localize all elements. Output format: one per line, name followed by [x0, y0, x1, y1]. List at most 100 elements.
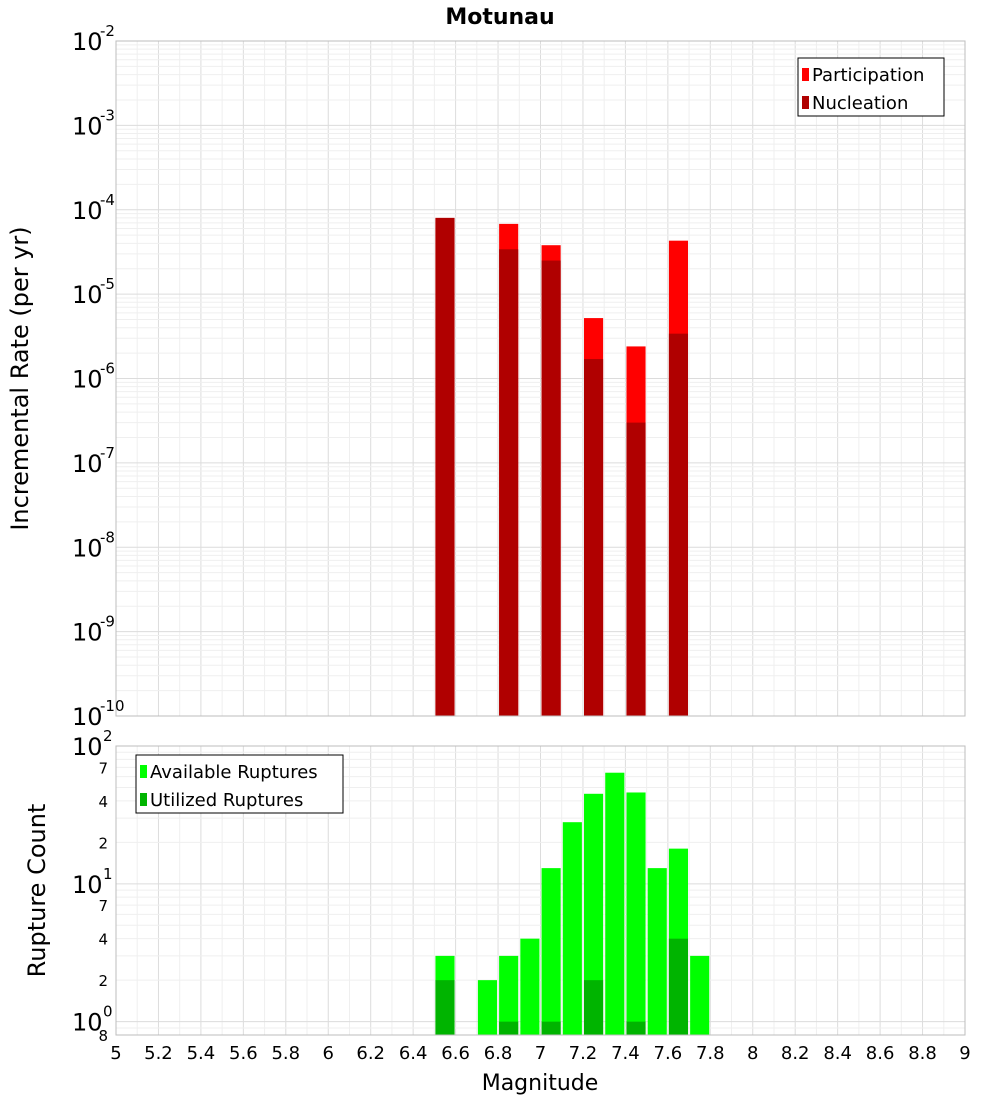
rate-y-tick-exp-7: -9	[100, 613, 115, 631]
count-series-0-bar-7	[605, 772, 625, 1035]
count-legend-swatch-0	[140, 765, 147, 778]
count-y-tick-base-0: 10	[72, 733, 103, 761]
count-bars	[435, 772, 710, 1035]
rate-y-tick-base-4: 10	[72, 366, 103, 394]
rate-y-tick-exp-3: -5	[100, 275, 115, 293]
count-y-minor-tick-4: 4	[98, 931, 108, 949]
count-y-minor-tick-1: 4	[98, 793, 108, 811]
rate-bars	[435, 217, 689, 717]
count-y-minor-tick-6: 8	[98, 1027, 108, 1045]
count-y-minor-tick-2: 2	[98, 834, 108, 852]
count-y-minor-tick-3: 7	[98, 897, 108, 915]
x-tick-0: 5	[110, 1043, 121, 1064]
x-tick-11: 7.2	[569, 1043, 598, 1064]
count-y-tick-exp-2: 0	[103, 1003, 113, 1021]
count-y-tick-exp-1: 1	[103, 865, 113, 883]
count-plot-frame	[115, 745, 966, 1036]
rate-legend: Participation Nucleation	[797, 57, 945, 117]
count-legend-label-0: Available Ruptures	[150, 762, 318, 783]
count-series-0-bar-2	[499, 955, 519, 1035]
x-tick-18: 8.6	[866, 1043, 895, 1064]
count-legend-swatch-1	[140, 793, 147, 806]
rate-series-1-bar-5	[668, 333, 689, 716]
chart-title: Motunau	[445, 5, 554, 30]
rate-legend-label-1: Nucleation	[812, 93, 908, 114]
count-series-1-bar-5	[668, 938, 689, 1035]
rate-y-tick-base-1: 10	[72, 112, 103, 140]
rate-y-tick-exp-4: -6	[100, 360, 115, 378]
count-legend-box	[135, 754, 344, 814]
x-tick-7: 6.4	[399, 1043, 428, 1064]
count-y-tick-base-2: 10	[72, 1009, 103, 1037]
x-tick-5: 6	[323, 1043, 334, 1064]
count-series-1-bar-2	[541, 1021, 561, 1035]
rate-series-1-bar-2	[541, 260, 561, 716]
rate-y-tick-exp-6: -8	[100, 528, 115, 546]
count-y-tick-base-1: 10	[72, 871, 103, 899]
rate-grid	[115, 40, 966, 717]
count-series-0-bar-9	[647, 868, 667, 1035]
rate-y-tick-exp-2: -4	[100, 191, 115, 209]
x-tick-10: 7	[535, 1043, 546, 1064]
rate-series-1-bar-3	[584, 359, 604, 716]
x-tick-12: 7.4	[611, 1043, 640, 1064]
x-tick-13: 7.6	[654, 1043, 683, 1064]
count-y-minor-tick-0: 7	[98, 759, 108, 777]
rate-y-tick-exp-8: -10	[100, 697, 125, 715]
x-tick-6: 6.2	[356, 1043, 385, 1064]
count-legend: Available Ruptures Utilized Ruptures	[135, 754, 344, 814]
rate-plot-frame	[115, 40, 966, 717]
rate-y-tick-base-2: 10	[72, 197, 103, 225]
rate-y-tick-exp-1: -3	[100, 106, 115, 124]
x-tick-17: 8.4	[823, 1043, 852, 1064]
x-tick-1: 5.2	[144, 1043, 173, 1064]
count-series-1-bar-3	[584, 980, 604, 1035]
rate-y-tick-base-5: 10	[72, 450, 103, 478]
count-series-0-bar-11	[690, 955, 710, 1035]
rate-y-tick-base-7: 10	[72, 619, 103, 647]
x-tick-19: 8.8	[908, 1043, 937, 1064]
rate-y-tick-exp-5: -7	[100, 444, 115, 462]
x-tick-8: 6.6	[441, 1043, 470, 1064]
x-tick-20: 9	[959, 1043, 970, 1064]
count-series-1-bar-4	[626, 1021, 646, 1035]
rate-panel: 10-210-310-410-510-610-710-810-910-10 In…	[6, 22, 966, 731]
count-series-1-bar-1	[499, 1021, 519, 1035]
count-y-axis-label: Rupture Count	[23, 804, 51, 978]
count-series-0-bar-1	[477, 980, 497, 1035]
x-axis-label: Magnitude	[482, 1071, 599, 1096]
x-tick-2: 5.4	[187, 1043, 216, 1064]
rate-legend-swatch-0	[802, 68, 809, 81]
x-axis-ticks: 5 5.2 5.4 5.6 5.8 6 6.2 6.4 6.6 6.8 7 7.2 7.4 7.6 7.8 8…	[110, 1043, 970, 1064]
x-tick-4: 5.8	[271, 1043, 300, 1064]
rate-series-1-bar-4	[626, 422, 646, 716]
rate-legend-swatch-1	[802, 96, 809, 109]
count-series-0-bar-6	[584, 793, 604, 1035]
x-tick-16: 8.2	[781, 1043, 810, 1064]
rate-y-ticks: 10-210-310-410-510-610-710-810-910-10	[72, 22, 125, 731]
rate-y-tick-base-3: 10	[72, 281, 103, 309]
rate-y-tick-base-6: 10	[72, 534, 103, 562]
count-series-1-bar-0	[435, 980, 455, 1035]
count-legend-label-1: Utilized Ruptures	[150, 790, 303, 811]
rate-y-tick-base-8: 10	[72, 703, 103, 731]
count-series-0-bar-5	[562, 822, 582, 1035]
rate-series-1-bar-1	[499, 249, 519, 716]
count-y-tick-exp-0: 2	[103, 727, 113, 745]
rate-legend-label-0: Participation	[812, 65, 924, 86]
count-y-minor-tick-5: 2	[98, 972, 108, 990]
x-tick-15: 8	[747, 1043, 758, 1064]
count-series-0-bar-8	[626, 792, 646, 1035]
count-series-0-bar-3	[520, 938, 540, 1035]
rate-series-1-bar-0	[435, 217, 455, 716]
x-tick-9: 6.8	[484, 1043, 513, 1064]
count-series-0-bar-4	[541, 868, 561, 1035]
rate-y-tick-base-0: 10	[72, 28, 103, 56]
x-tick-3: 5.6	[229, 1043, 258, 1064]
rate-legend-box	[797, 57, 945, 117]
rate-y-tick-exp-0: -2	[100, 22, 115, 40]
rate-y-axis-label: Incremental Rate (per yr)	[6, 226, 34, 530]
